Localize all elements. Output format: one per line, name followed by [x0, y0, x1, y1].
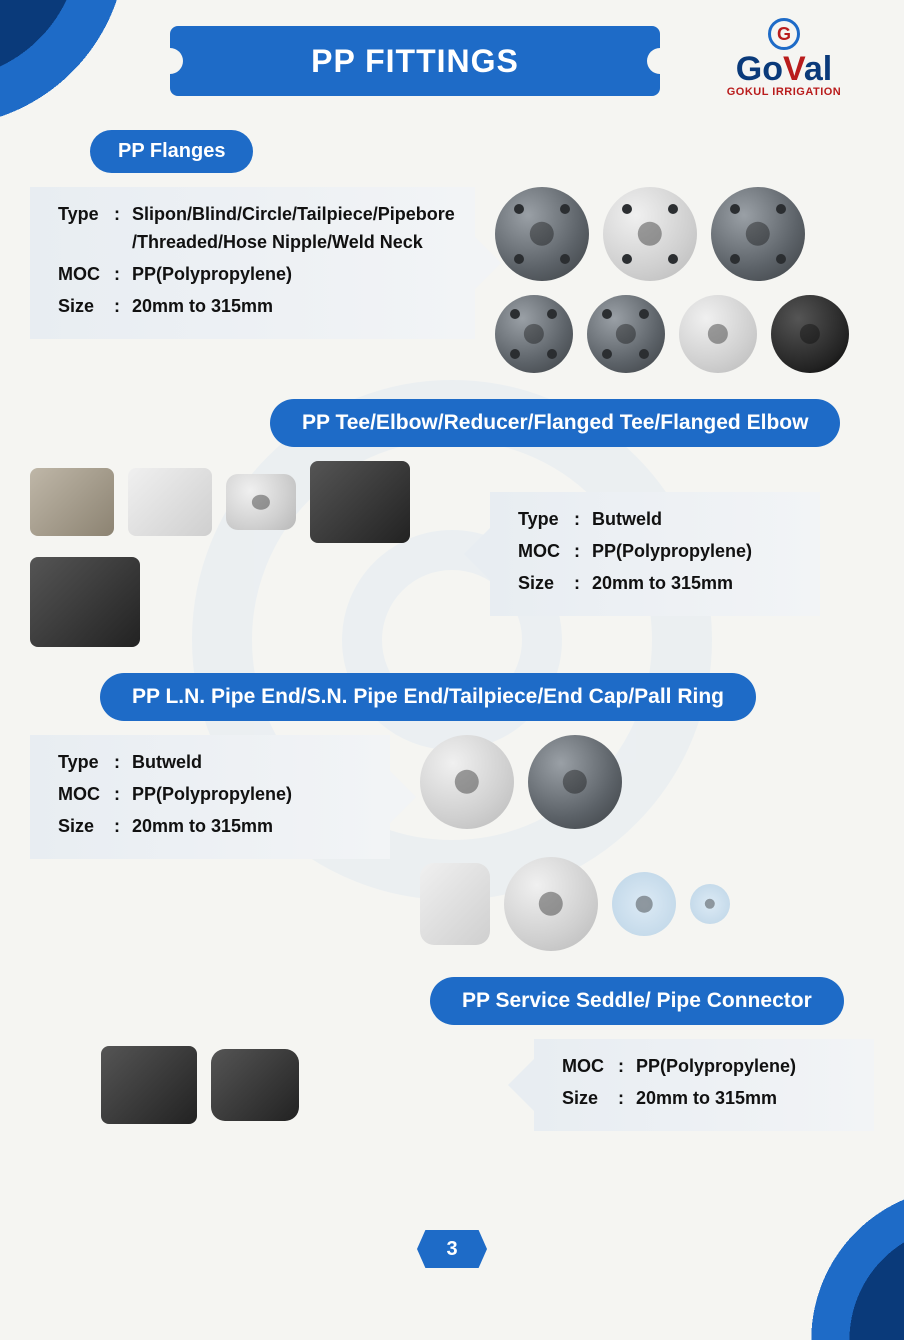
value-moc: PP(Polypropylene) [132, 261, 455, 289]
value-size: 20mm to 315mm [132, 293, 455, 321]
product-images-pipeend [420, 735, 874, 951]
product-image [101, 1046, 197, 1124]
value-type: Butweld [592, 506, 800, 534]
product-image [504, 857, 598, 951]
product-image [690, 884, 730, 924]
value-size: 20mm to 315mm [132, 813, 370, 841]
spec-panel-saddle: MOC : PP(Polypropylene) Size : 20mm to 3… [534, 1039, 874, 1131]
label-type: Type [518, 506, 574, 534]
product-image [226, 474, 296, 530]
product-image [495, 295, 573, 373]
product-image [211, 1049, 299, 1121]
section-tee: PP Tee/Elbow/Reducer/Flanged Tee/Flanged… [0, 399, 904, 647]
product-image [528, 735, 622, 829]
section-pipeend: PP L.N. Pipe End/S.N. Pipe End/Tailpiece… [0, 673, 904, 951]
section-flanges: PP Flanges Type : Slipon/Blind/Circle/Ta… [0, 130, 904, 373]
product-image [128, 468, 212, 536]
product-image [420, 863, 490, 945]
label-moc: MOC [58, 261, 114, 289]
product-images-flanges [495, 187, 874, 373]
product-image [711, 187, 805, 281]
label-size: Size [58, 293, 114, 321]
value-moc: PP(Polypropylene) [592, 538, 800, 566]
corner-decoration-top [0, 0, 160, 160]
value-moc: PP(Polypropylene) [132, 781, 370, 809]
product-image [587, 295, 665, 373]
label-size: Size [562, 1085, 618, 1113]
pill-saddle: PP Service Seddle/ Pipe Connector [430, 977, 844, 1025]
product-image [603, 187, 697, 281]
spec-panel-flanges: Type : Slipon/Blind/Circle/Tailpiece/Pip… [30, 187, 475, 339]
value-type: Slipon/Blind/Circle/Tailpiece/Pipebore /… [132, 201, 455, 257]
product-image [30, 468, 114, 536]
label-moc: MOC [562, 1053, 618, 1081]
pill-tee: PP Tee/Elbow/Reducer/Flanged Tee/Flanged… [270, 399, 840, 447]
product-image [420, 735, 514, 829]
product-image [310, 461, 410, 543]
brand-tagline: GOKUL IRRIGATION [694, 86, 874, 98]
value-size: 20mm to 315mm [636, 1085, 854, 1113]
brand-glyph-icon: G [768, 18, 800, 50]
product-images-saddle [30, 1046, 370, 1124]
product-images-tee [30, 461, 450, 647]
spec-panel-pipeend: Type : Butweld MOC : PP(Polypropylene) S… [30, 735, 390, 859]
product-image [30, 557, 140, 647]
value-type: Butweld [132, 749, 370, 777]
value-size: 20mm to 315mm [592, 570, 800, 598]
label-type: Type [58, 749, 114, 777]
brand-logo: G GoVal GOKUL IRRIGATION [694, 18, 874, 98]
product-image [771, 295, 849, 373]
label-moc: MOC [58, 781, 114, 809]
label-size: Size [518, 570, 574, 598]
product-image [612, 872, 676, 936]
page-number: 3 [417, 1230, 487, 1268]
page-title-banner: PP FITTINGS [170, 26, 660, 96]
brand-name: GoVal [694, 52, 874, 86]
value-moc: PP(Polypropylene) [636, 1053, 854, 1081]
section-saddle: PP Service Seddle/ Pipe Connector MOC : … [0, 977, 904, 1131]
spec-panel-tee: Type : Butweld MOC : PP(Polypropylene) S… [490, 492, 820, 616]
label-moc: MOC [518, 538, 574, 566]
label-size: Size [58, 813, 114, 841]
product-image [495, 187, 589, 281]
page-title: PP FITTINGS [311, 43, 519, 80]
product-image [679, 295, 757, 373]
label-type: Type [58, 201, 114, 257]
corner-decoration-bottom [784, 1160, 904, 1340]
pill-pipeend: PP L.N. Pipe End/S.N. Pipe End/Tailpiece… [100, 673, 756, 721]
